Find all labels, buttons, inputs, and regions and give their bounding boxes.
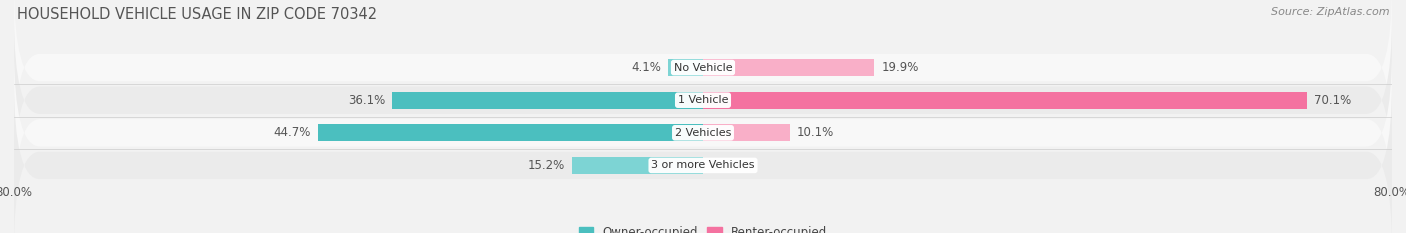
FancyBboxPatch shape (14, 0, 1392, 152)
Bar (703, 92, 1306, 109)
Bar (703, 59, 875, 76)
Text: 1 Vehicle: 1 Vehicle (678, 95, 728, 105)
Text: 0.0%: 0.0% (710, 159, 740, 172)
Legend: Owner-occupied, Renter-occupied: Owner-occupied, Renter-occupied (574, 221, 832, 233)
Bar (668, 59, 703, 76)
Text: 4.1%: 4.1% (631, 61, 661, 74)
Bar (318, 124, 703, 141)
FancyBboxPatch shape (14, 16, 1392, 184)
Text: 19.9%: 19.9% (882, 61, 918, 74)
Text: 70.1%: 70.1% (1313, 94, 1351, 107)
Text: HOUSEHOLD VEHICLE USAGE IN ZIP CODE 70342: HOUSEHOLD VEHICLE USAGE IN ZIP CODE 7034… (17, 7, 377, 22)
FancyBboxPatch shape (14, 49, 1392, 217)
Text: 3 or more Vehicles: 3 or more Vehicles (651, 161, 755, 170)
Bar (703, 124, 790, 141)
Text: Source: ZipAtlas.com: Source: ZipAtlas.com (1271, 7, 1389, 17)
Bar (572, 157, 703, 174)
Text: 44.7%: 44.7% (274, 126, 311, 139)
Text: 2 Vehicles: 2 Vehicles (675, 128, 731, 138)
Text: 36.1%: 36.1% (347, 94, 385, 107)
Bar (392, 92, 703, 109)
FancyBboxPatch shape (14, 81, 1392, 233)
Text: 10.1%: 10.1% (797, 126, 834, 139)
Text: 15.2%: 15.2% (529, 159, 565, 172)
Text: No Vehicle: No Vehicle (673, 63, 733, 72)
